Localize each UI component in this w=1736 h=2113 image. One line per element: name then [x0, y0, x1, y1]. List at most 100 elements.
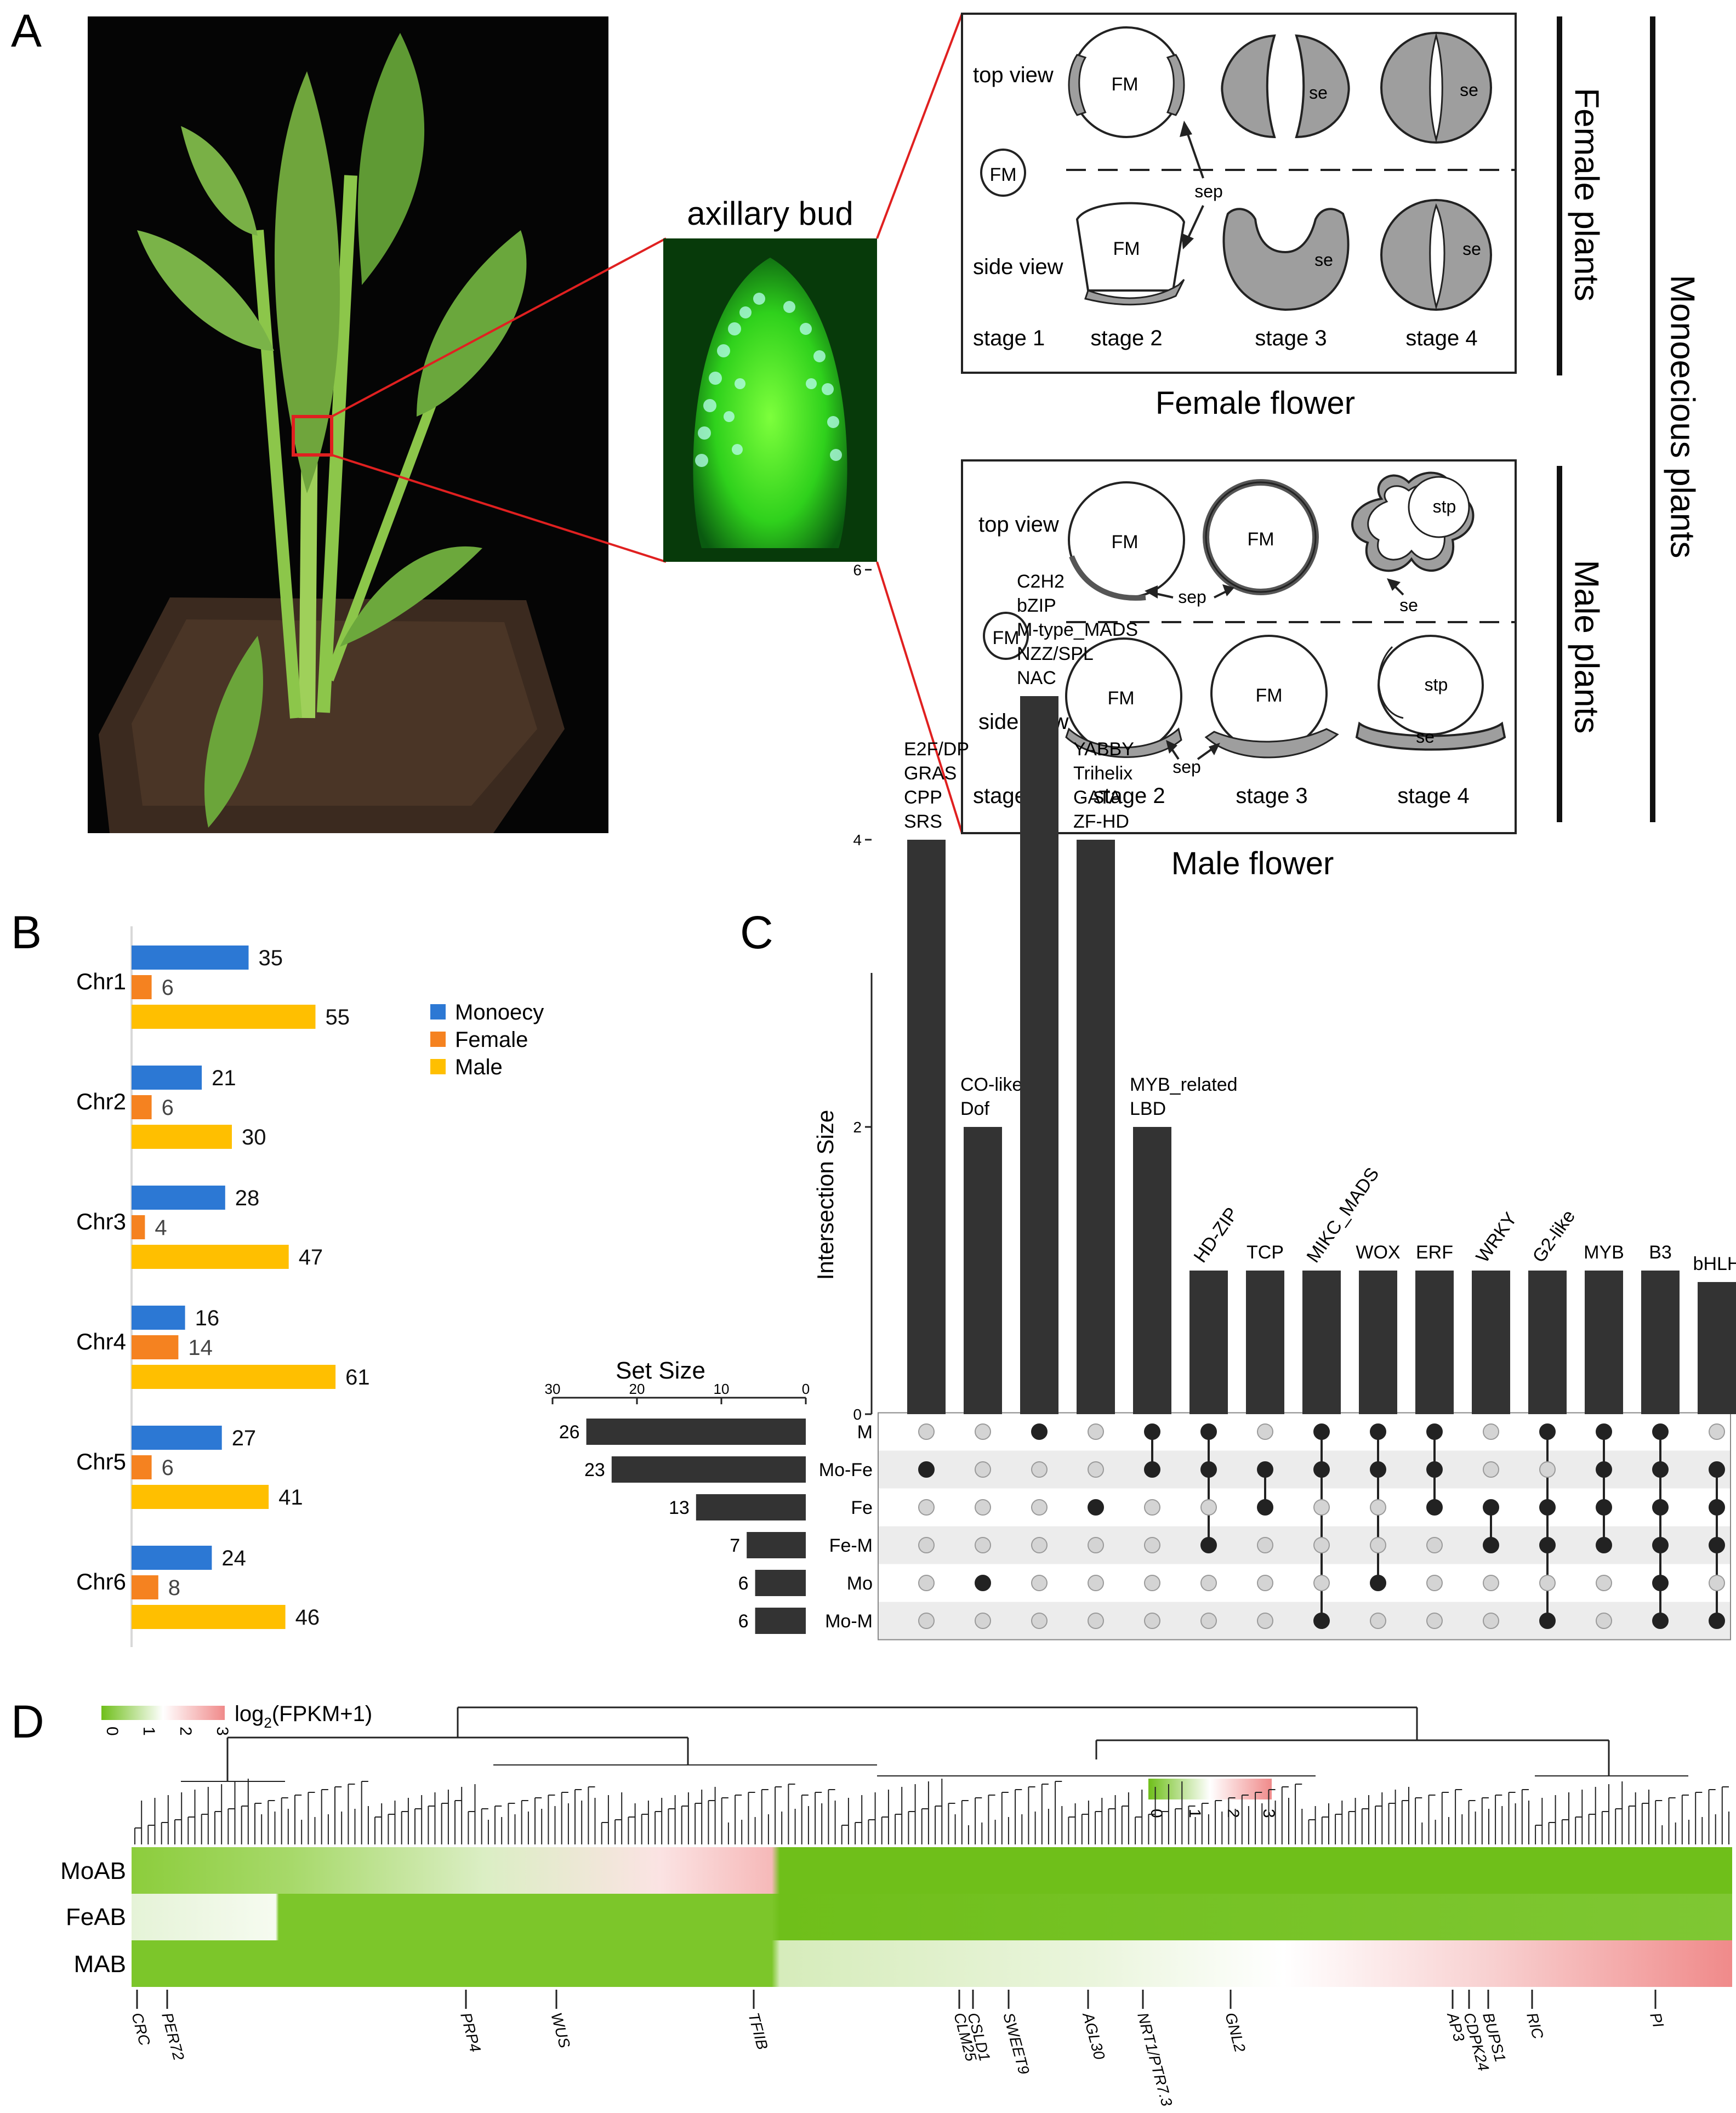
matrix-dot-tcp-fe [1257, 1499, 1273, 1516]
matrix-dot-mikc-mads-mo-fe [1313, 1461, 1330, 1478]
matrix-dot-mikc-mads-mo-m [1313, 1613, 1330, 1629]
intersection-label-yabby: YABBY [1073, 739, 1134, 760]
heatmap-row-moab [132, 1847, 1732, 1894]
legend-swatch-female [430, 1032, 446, 1047]
matrix-dot-b3-m [1652, 1423, 1669, 1440]
matrix-dot-wox-m [1370, 1423, 1386, 1440]
dendro-right [1095, 1739, 1610, 1776]
matrix-dot-b3-mo [1652, 1575, 1669, 1591]
legend-label-male: Male [455, 1055, 503, 1079]
matrix-dot-mikc-mads-fe-m [1313, 1537, 1330, 1553]
male-fm-4: FM [1107, 688, 1134, 709]
monoecious-plants-label: Monoecious plants [1664, 275, 1701, 559]
intersection-bar-erf [1415, 1271, 1454, 1414]
matrix-dot-co-like-mo-m [975, 1613, 991, 1629]
matrix-dot-wox-fe [1370, 1499, 1386, 1516]
female-fm-2: FM [1111, 74, 1138, 95]
set-label-fe: Fe [851, 1497, 873, 1518]
female-flower-caption: Female flower [1156, 385, 1355, 421]
matrix-dot-yabby-mo [1088, 1575, 1104, 1591]
female-fm-3: FM [1113, 238, 1140, 259]
set-size-bar-mo-fe [611, 1456, 806, 1483]
intersection-label-nac: NAC [1017, 668, 1056, 688]
intersection-label-gata: GATA [1073, 787, 1122, 808]
matrix-dot-co-like-mo-fe [975, 1461, 991, 1478]
matrix-dot-myb-m [1596, 1423, 1612, 1440]
male-top-view: top view [978, 512, 1059, 537]
intersection-label-cpp: CPP [904, 787, 942, 808]
matrix-dot-wox-mo [1370, 1575, 1386, 1591]
colorbar-tick-3: 3 [213, 1727, 231, 1736]
intersection-label-tcp: TCP [1246, 1242, 1284, 1263]
bar-value-chr5-female: 6 [162, 1456, 174, 1480]
legend-swatch-male [430, 1059, 446, 1074]
matrix-dot-myb-related-fe [1144, 1499, 1160, 1516]
set-size-value-fe: 13 [669, 1497, 690, 1518]
bar-chr3-male [132, 1245, 289, 1269]
bar-value-chr3-monoecy: 28 [235, 1186, 260, 1210]
female-stage-1: stage 1 [973, 326, 1045, 350]
matrix-dot-yabby-fe [1088, 1499, 1104, 1516]
panel-b-legend: Monoecy Female Male [430, 1000, 544, 1079]
intersection-bar-b3 [1641, 1271, 1680, 1414]
bud-title: axillary bud [687, 195, 853, 232]
male-stp-top: stp [1433, 497, 1456, 516]
inset-tick-1: 1 [1186, 1809, 1204, 1818]
set-size-bar-m [586, 1419, 806, 1445]
set-size-bar-mo [755, 1570, 806, 1596]
gene-label-nrt1-ptr7-3: NRT1/PTR7.3 [1134, 2011, 1175, 2109]
matrix-dot-yabby-mo-fe [1088, 1461, 1104, 1478]
bar-value-chr2-female: 6 [162, 1096, 174, 1120]
bar-chr5-male [132, 1485, 269, 1509]
chromosome-bar-chart: Chr1 35 6 55 Chr2 21 6 30 Chr3 28 4 47 Chr4 16 14 61 Chr… [76, 926, 370, 1647]
female-se-3side: se [1314, 250, 1333, 270]
bar-chr3-monoecy [132, 1186, 225, 1210]
intersection-bar-c2h2 [1020, 696, 1058, 1414]
matrix-dot-e2f-dp-mo-m [918, 1613, 935, 1629]
matrix-dot-hd-zip-fe-m [1200, 1537, 1217, 1553]
matrix-dot-wrky-fe [1483, 1499, 1499, 1516]
heatmap-row-label-moab: MoAB [60, 1858, 126, 1884]
gene-label-prp4: PRP4 [457, 2011, 484, 2054]
set-label-fe-m: Fe-M [829, 1535, 873, 1556]
upset-ylabel: Intersection Size [812, 1110, 838, 1280]
gene-label-pi: PI [1647, 2011, 1667, 2030]
bar-value-chr3-female: 4 [155, 1216, 167, 1240]
intersection-label-erf: ERF [1416, 1242, 1453, 1263]
matrix-dot-co-like-fe [975, 1499, 991, 1516]
matrix-dot-c2h2-mo-fe [1031, 1461, 1048, 1478]
matrix-dot-myb-fe-m [1596, 1537, 1612, 1553]
chr-label-chr2: Chr2 [76, 1089, 126, 1114]
intersection-bar-co-like [964, 1127, 1002, 1414]
bar-value-chr5-male: 41 [278, 1485, 303, 1510]
intersection-label-gras: GRAS [904, 763, 957, 784]
matrix-dot-wrky-mo-fe [1483, 1461, 1499, 1478]
matrix-dot-mikc-mads-m [1313, 1423, 1330, 1440]
female-se-4side: se [1462, 239, 1481, 259]
intersection-label-srs: SRS [904, 811, 942, 832]
set-label-mo: Mo [847, 1573, 873, 1594]
matrix-dot-myb-fe [1596, 1499, 1612, 1516]
bar-value-chr1-monoecy: 35 [259, 946, 283, 970]
intersection-label-co-like: CO-like [960, 1074, 1022, 1095]
bar-chr6-male [132, 1605, 286, 1629]
matrix-dot-bhlh-mo-fe [1709, 1461, 1725, 1478]
matrix-dot-co-like-mo [975, 1575, 991, 1591]
female-plants-label: Female plants [1568, 88, 1606, 301]
female-stage-3: stage 3 [1255, 326, 1327, 350]
matrix-dot-hd-zip-mo-fe [1200, 1461, 1217, 1478]
intersection-label-c2h2: C2H2 [1017, 571, 1065, 592]
bar-chr2-female [132, 1095, 152, 1119]
intersection-bar-yabby [1077, 840, 1115, 1414]
set-size-value-mo: 6 [738, 1573, 749, 1594]
male-se-top: se [1399, 595, 1418, 615]
intersection-label-dof: Dof [960, 1098, 989, 1119]
bar-chr5-female [132, 1455, 152, 1479]
set-size-value-m: 26 [559, 1422, 580, 1443]
matrix-dot-g2-like-fe-m [1539, 1537, 1556, 1553]
matrix-dot-mikc-mads-mo [1313, 1575, 1330, 1591]
bar-value-chr2-male: 30 [242, 1125, 266, 1149]
matrix-dot-e2f-dp-fe-m [918, 1537, 935, 1553]
heatmap-row-mab [132, 1940, 1732, 1987]
upset-row-band-fe-m [878, 1526, 1731, 1564]
